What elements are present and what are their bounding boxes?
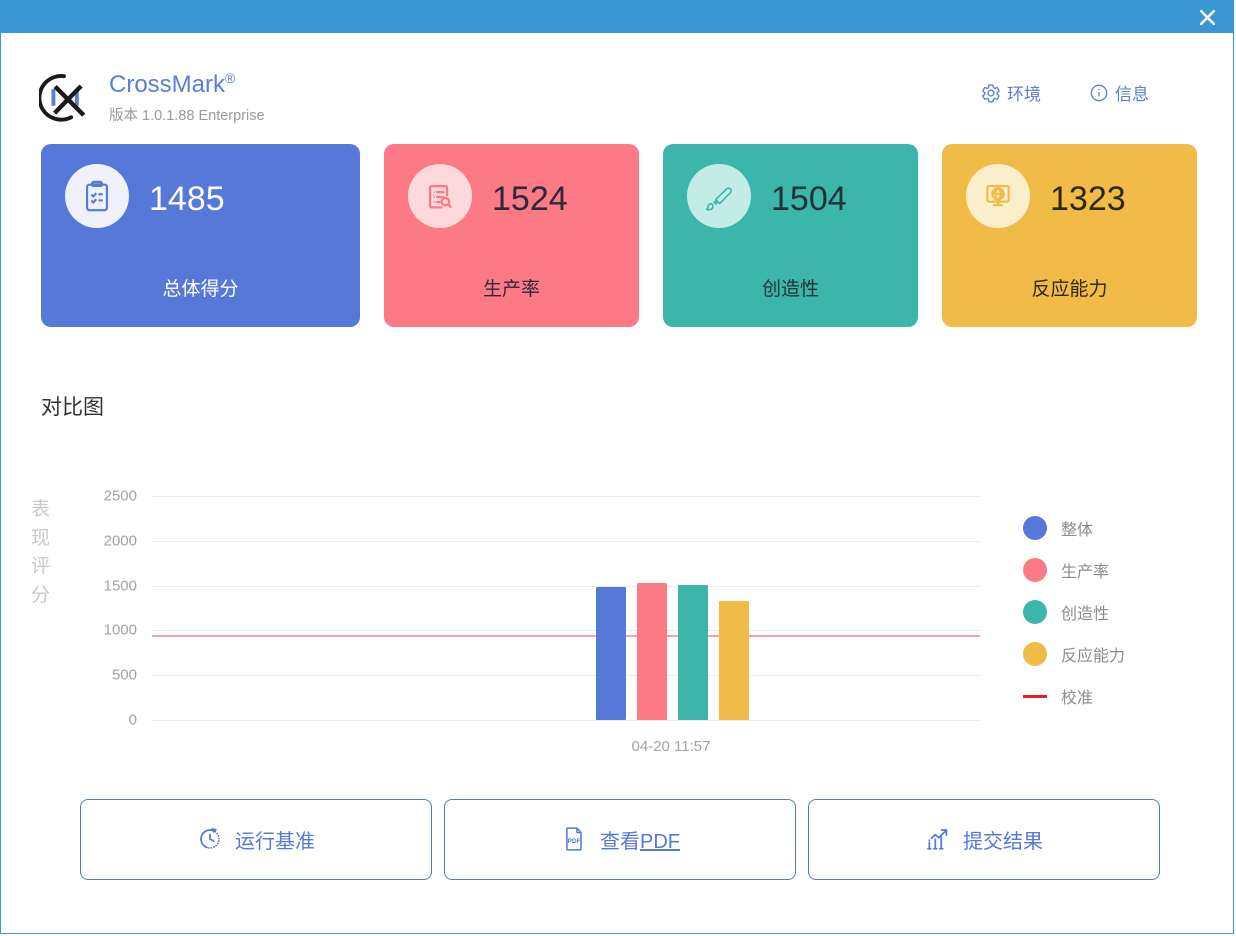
svg-text:PDF: PDF <box>567 838 580 845</box>
